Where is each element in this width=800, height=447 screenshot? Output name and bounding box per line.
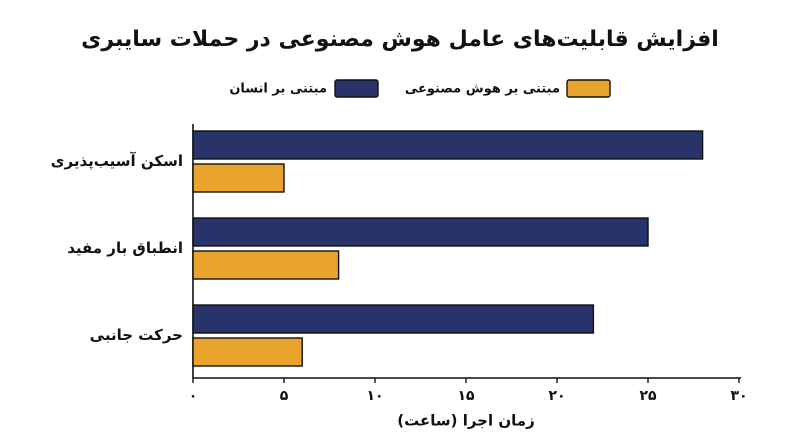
y-tick-label: حرکت جانبی xyxy=(90,326,183,344)
x-tick-label: ۱۵ xyxy=(457,388,475,404)
bar xyxy=(192,130,704,160)
legend-label: مبتنی بر هوش مصنوعی xyxy=(405,82,560,97)
bar xyxy=(192,304,595,334)
bar xyxy=(192,217,649,247)
bar xyxy=(192,163,285,193)
bar xyxy=(192,250,340,280)
x-tick-label: ۲۵ xyxy=(639,388,657,404)
x-axis-label: زمان اجرا (ساعت) xyxy=(397,412,534,430)
x-tick-label: ۵ xyxy=(280,388,289,404)
x-tick-label: ۲۰ xyxy=(548,388,565,404)
bar xyxy=(192,337,303,367)
x-tick-label: ۳۰ xyxy=(730,388,747,404)
legend-swatch xyxy=(566,79,611,98)
x-tick-label: ۱۰ xyxy=(366,388,383,404)
y-tick-label: اسکن آسیب‌پذیری xyxy=(51,152,183,171)
legend-swatch xyxy=(334,79,379,98)
chart-title: افزایش قابلیت‌های عامل هوش مصنوعی در حمل… xyxy=(81,27,719,52)
y-tick-label: انطباق بار مفید xyxy=(67,239,183,257)
x-tick-label: ۰ xyxy=(189,388,198,404)
legend-label: مبتنی بر انسان xyxy=(229,82,327,97)
